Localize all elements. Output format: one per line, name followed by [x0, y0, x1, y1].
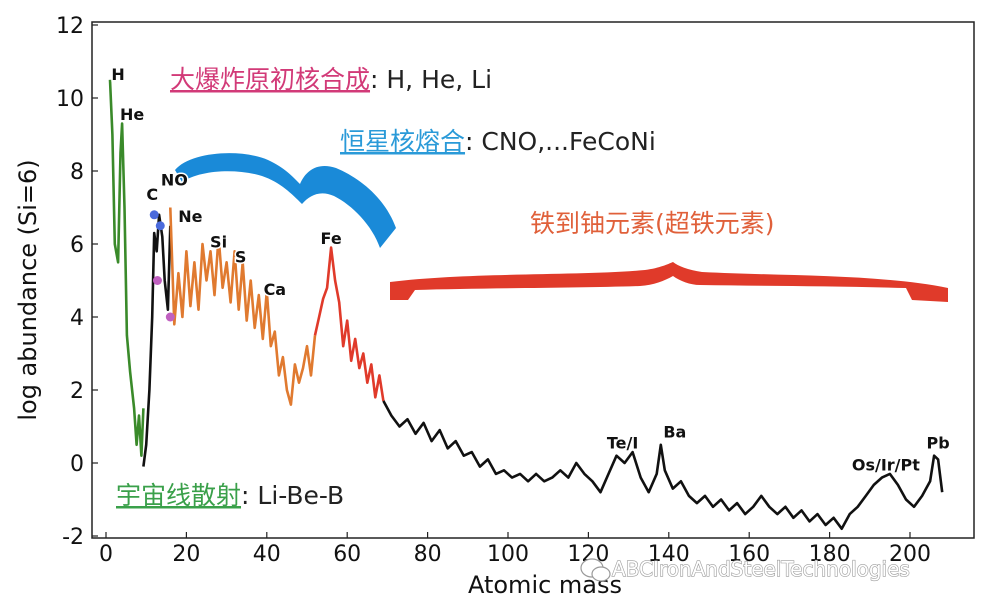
element-label: C: [146, 185, 158, 204]
y-tick-label: 10: [56, 87, 84, 112]
x-tick-label: 100: [487, 542, 529, 567]
data-marker: [149, 210, 159, 220]
x-axis-ticks: 0 20 40 60 80 100 120 140 160 180 200: [99, 532, 931, 567]
element-label: Ne: [178, 207, 202, 226]
series-line-0: [108, 79, 145, 458]
y-tick-label: 2: [70, 379, 84, 404]
x-tick-label: 200: [889, 542, 931, 567]
element-label: Si: [210, 233, 227, 252]
element-label: Ca: [264, 280, 287, 299]
annotation-big-bang-elements: : H, He, Li: [370, 65, 492, 94]
annotation-stellar-elements: : CNO,...FeCoNi: [465, 127, 656, 156]
series-line-4: [382, 400, 944, 531]
element-label: Ba: [663, 422, 686, 441]
element-label: NO: [161, 171, 188, 190]
x-tick-label: 0: [99, 542, 113, 567]
element-label: Te/I: [607, 433, 638, 452]
watermark-text: ABCIronAndSteelTechnologies: [612, 557, 910, 581]
element-label: Fe: [321, 229, 342, 248]
element-label: He: [120, 105, 144, 124]
marker-layer: [149, 210, 175, 322]
x-tick-label: 40: [253, 542, 281, 567]
element-label: Os/Ir/Pt: [852, 455, 920, 474]
y-axis-ticks: -2 0 2 4 6 8 10 12: [56, 14, 98, 550]
annotation-stellar-title: 恒星核熔合: [340, 127, 465, 156]
element-labels: H He CNO Ne Si S Ca Fe Te/I Ba Os/Ir/Pt Pb: [110, 63, 951, 476]
element-label: Pb: [927, 433, 950, 452]
stellar-brace: [175, 153, 396, 248]
annotation-heavy-title: 铁到铀元素(超铁元素): [530, 209, 775, 238]
annotation-cosmic-elements: : Li-Be-B: [241, 481, 344, 510]
element-label: S: [235, 247, 247, 266]
data-marker: [155, 221, 165, 231]
x-tick-label: 20: [172, 542, 200, 567]
element-label: H: [111, 65, 124, 84]
x-tick-label: 80: [414, 542, 442, 567]
y-axis-title: log abundance (Si=6): [14, 159, 42, 420]
series-line-3: [313, 246, 385, 402]
annotation-stellar-fusion: 恒星核熔合: CNO,...FeCoNi: [340, 127, 656, 156]
y-tick-label: 4: [70, 306, 84, 331]
annotation-cosmic-ray: 宇宙线散射: Li-Be-B: [116, 481, 344, 510]
y-tick-label: 8: [70, 160, 84, 185]
series-line-2: [169, 207, 317, 406]
data-marker: [152, 276, 162, 285]
watermark: ABCIronAndSteelTechnologies: [580, 556, 910, 582]
x-tick-label: 60: [333, 542, 361, 567]
annotation-cosmic-title: 宇宙线散射: [116, 481, 241, 510]
x-tick-label: 160: [728, 542, 770, 567]
series-layer: [108, 79, 944, 531]
wechat-icon: [580, 558, 611, 582]
y-tick-label: 6: [70, 233, 84, 258]
series-line-1: [142, 213, 172, 467]
y-tick-label: -2: [62, 525, 84, 550]
heavy-element-brace: [390, 262, 948, 302]
annotation-big-bang: 大爆炸原初核合成: H, He, Li: [170, 65, 492, 94]
data-marker: [165, 312, 175, 322]
annotation-big-bang-title: 大爆炸原初核合成: [170, 65, 370, 94]
y-tick-label: 0: [70, 452, 84, 477]
y-tick-label: 12: [56, 14, 84, 39]
annotation-heavy-elements: 铁到铀元素(超铁元素): [530, 209, 775, 238]
x-tick-label: 180: [809, 542, 851, 567]
x-tick-label: 140: [648, 542, 690, 567]
